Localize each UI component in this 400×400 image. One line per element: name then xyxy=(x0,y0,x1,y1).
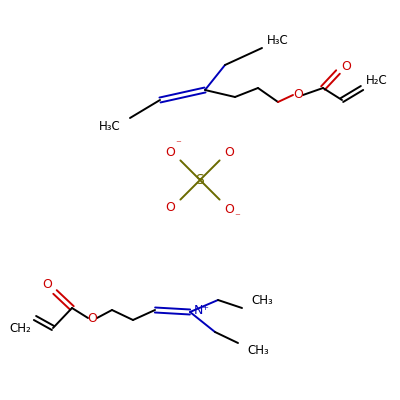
Text: CH₃: CH₃ xyxy=(251,294,273,306)
Text: O: O xyxy=(87,312,97,324)
Text: O: O xyxy=(293,88,303,102)
Text: CH₃: CH₃ xyxy=(247,344,269,358)
Text: O: O xyxy=(225,146,234,159)
Text: H₃C: H₃C xyxy=(267,34,289,46)
Text: N⁺: N⁺ xyxy=(194,304,210,316)
Text: ⁻: ⁻ xyxy=(235,213,240,222)
Text: O: O xyxy=(166,146,175,159)
Text: O: O xyxy=(225,203,234,216)
Text: CH₂: CH₂ xyxy=(9,322,31,334)
Text: O: O xyxy=(166,201,175,214)
Text: ⁻: ⁻ xyxy=(176,139,181,150)
Text: H₂C: H₂C xyxy=(366,74,388,86)
Text: O: O xyxy=(341,60,351,72)
Text: H₃C: H₃C xyxy=(99,120,121,132)
Text: O: O xyxy=(42,278,52,290)
Text: S: S xyxy=(196,173,204,187)
